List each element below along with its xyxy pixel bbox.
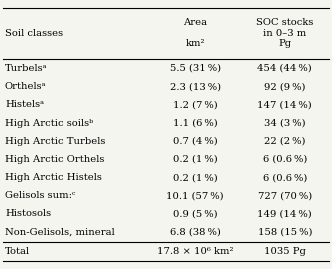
Text: High Arctic Orthels: High Arctic Orthels	[5, 155, 104, 164]
Text: 6.8 (38 %): 6.8 (38 %)	[170, 228, 221, 237]
Text: 1.2 (7 %): 1.2 (7 %)	[173, 100, 218, 109]
Text: 0.7 (4 %): 0.7 (4 %)	[173, 137, 218, 146]
Text: Histosols: Histosols	[5, 210, 51, 218]
Text: 454 (44 %): 454 (44 %)	[257, 64, 312, 73]
Text: Non-Gelisols, mineral: Non-Gelisols, mineral	[5, 228, 115, 237]
Text: 5.5 (31 %): 5.5 (31 %)	[170, 64, 221, 73]
Text: Total: Total	[5, 247, 30, 256]
Text: 34 (3 %): 34 (3 %)	[264, 119, 305, 128]
Text: 158 (15 %): 158 (15 %)	[258, 228, 312, 237]
Text: Soil classes: Soil classes	[5, 29, 63, 38]
Text: High Arctic soilsᵇ: High Arctic soilsᵇ	[5, 119, 93, 128]
Text: Orthelsᵃ: Orthelsᵃ	[5, 82, 46, 91]
Text: 2.3 (13 %): 2.3 (13 %)	[170, 82, 221, 91]
Text: 727 (70 %): 727 (70 %)	[258, 191, 312, 200]
Text: 6 (0.6 %): 6 (0.6 %)	[263, 155, 307, 164]
Text: 17.8 × 10⁶ km²: 17.8 × 10⁶ km²	[157, 247, 233, 256]
Text: 0.9 (5 %): 0.9 (5 %)	[173, 210, 217, 218]
Text: Gelisols sum:ᶜ: Gelisols sum:ᶜ	[5, 191, 75, 200]
Text: 0.2 (1 %): 0.2 (1 %)	[173, 173, 218, 182]
Text: Histelsᵃ: Histelsᵃ	[5, 100, 44, 109]
Text: 6 (0.6 %): 6 (0.6 %)	[263, 173, 307, 182]
Text: 22 (2 %): 22 (2 %)	[264, 137, 305, 146]
Text: 149 (14 %): 149 (14 %)	[257, 210, 312, 218]
Text: High Arctic Histels: High Arctic Histels	[5, 173, 102, 182]
Text: Turbelsᵃ: Turbelsᵃ	[5, 64, 47, 73]
Text: 1035 Pg: 1035 Pg	[264, 247, 306, 256]
Text: SOC stocks
in 0–3 m
Pg: SOC stocks in 0–3 m Pg	[256, 19, 313, 48]
Text: High Arctic Turbels: High Arctic Turbels	[5, 137, 105, 146]
Text: 0.2 (1 %): 0.2 (1 %)	[173, 155, 218, 164]
Text: 147 (14 %): 147 (14 %)	[257, 100, 312, 109]
Text: 1.1 (6 %): 1.1 (6 %)	[173, 119, 218, 128]
Text: 10.1 (57 %): 10.1 (57 %)	[166, 191, 224, 200]
Text: Area

km²: Area km²	[183, 19, 208, 48]
Text: 92 (9 %): 92 (9 %)	[264, 82, 305, 91]
